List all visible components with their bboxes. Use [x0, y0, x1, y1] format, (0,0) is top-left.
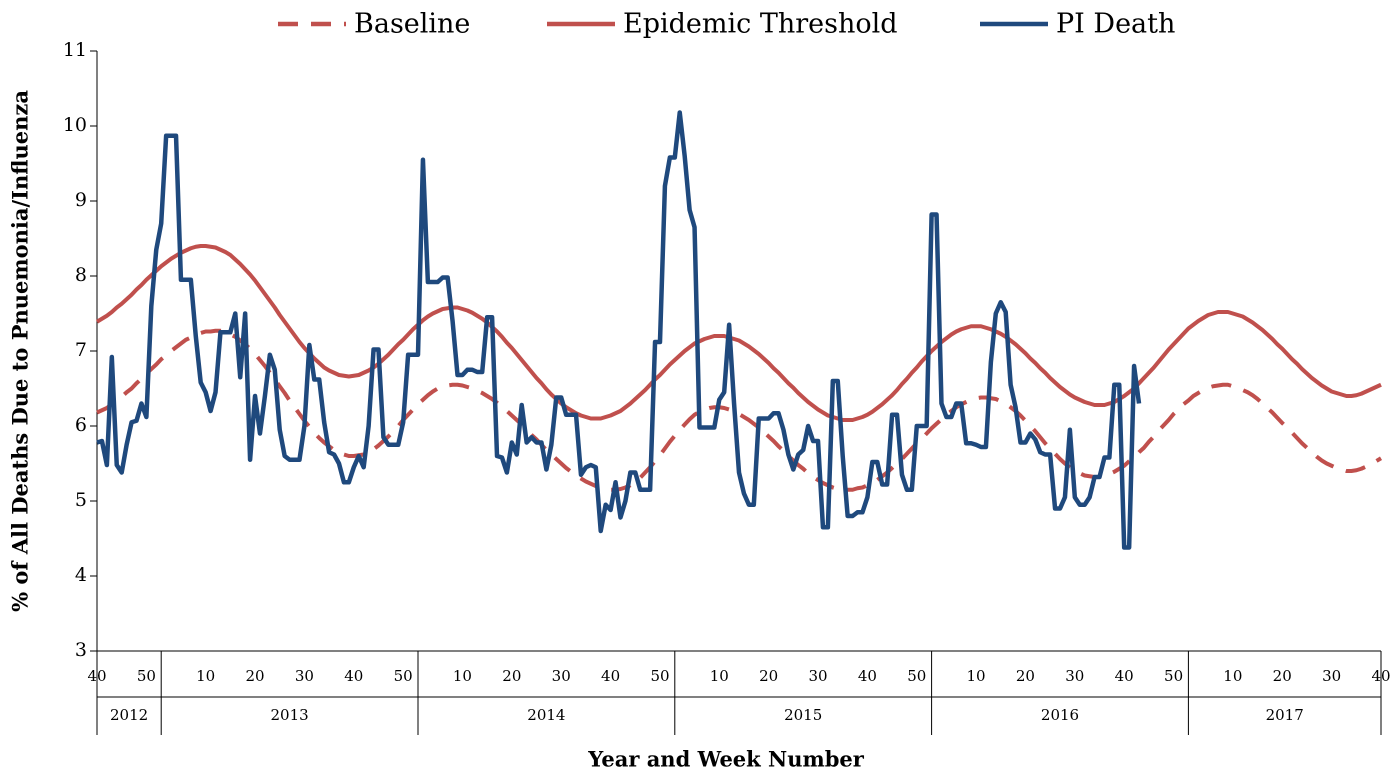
x-tick-label: 30: [1322, 667, 1341, 685]
series-line: [95, 244, 1382, 422]
y-tick-label: 10: [63, 114, 87, 136]
y-tick-label: 9: [75, 189, 87, 211]
x-tick-label: 40: [344, 667, 363, 685]
y-axis-title: % of All Deaths Due to Pnuemonia/Influen…: [8, 90, 33, 612]
legend-label: PI Death: [1056, 9, 1175, 40]
x-tick-label: 50: [907, 667, 926, 685]
y-tick-label: 6: [75, 414, 87, 436]
x-axis-title: Year and Week Number: [587, 747, 865, 771]
x-tick-label: 20: [1273, 667, 1292, 685]
series-line: [96, 328, 1383, 492]
x-tick-label: 30: [552, 667, 571, 685]
x-tick-label: 20: [502, 667, 521, 685]
x-tick-label: 30: [295, 667, 314, 685]
x-group-label: 2016: [1041, 706, 1079, 724]
x-tick-label: 40: [1115, 667, 1134, 685]
y-tick-label: 7: [75, 339, 87, 361]
series-line: [96, 110, 1142, 550]
x-tick-label: 50: [137, 667, 156, 685]
x-tick-label: 10: [196, 667, 215, 685]
x-tick-label: 10: [710, 667, 729, 685]
x-tick-label: 10: [453, 667, 472, 685]
x-tick-label: 10: [1223, 667, 1242, 685]
x-tick-label: 50: [650, 667, 669, 685]
x-tick-label: 40: [601, 667, 620, 685]
x-group-label: 2012: [110, 706, 148, 724]
legend-label: Baseline: [354, 9, 470, 40]
y-tick-label: 4: [75, 564, 87, 586]
x-tick-label: 40: [858, 667, 877, 685]
y-tick-label: 5: [75, 489, 87, 511]
y-tick-label: 3: [75, 639, 87, 661]
y-tick-label: 11: [63, 39, 87, 61]
x-tick-label: 20: [245, 667, 264, 685]
y-tick-label: 8: [75, 264, 87, 286]
x-group-label: 2014: [527, 706, 565, 724]
x-tick-label: 30: [808, 667, 827, 685]
x-group-label: 2013: [271, 706, 309, 724]
x-group-label: 2017: [1266, 706, 1304, 724]
x-tick-label: 30: [1065, 667, 1084, 685]
x-group-label: 2015: [784, 706, 822, 724]
x-tick-label: 10: [966, 667, 985, 685]
x-tick-label: 50: [1164, 667, 1183, 685]
x-tick-label: 20: [759, 667, 778, 685]
x-tick-label: 50: [394, 667, 413, 685]
x-tick-label: 20: [1016, 667, 1035, 685]
legend-label: Epidemic Threshold: [623, 9, 898, 40]
